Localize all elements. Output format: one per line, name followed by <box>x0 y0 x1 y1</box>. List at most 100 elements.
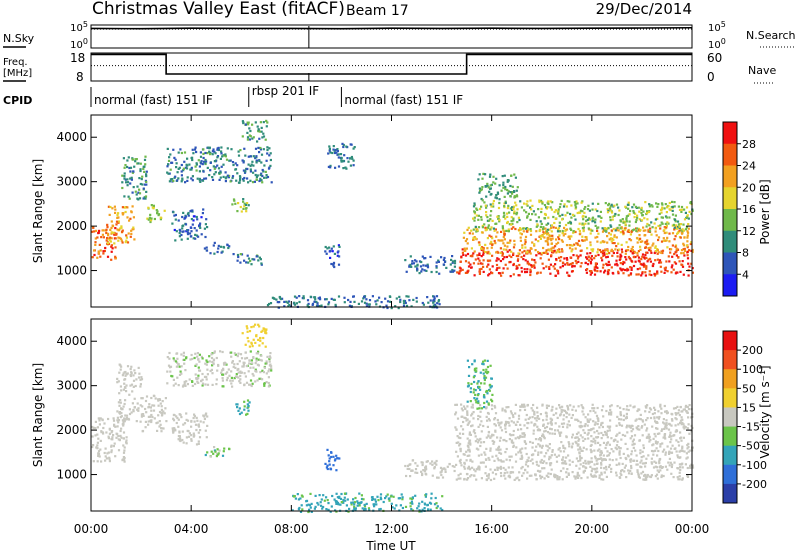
heatmap-cell <box>670 465 673 469</box>
heatmap-cell <box>188 163 191 166</box>
heatmap-cell <box>261 136 264 139</box>
heatmap-cell <box>169 153 172 156</box>
heatmap-cell <box>664 222 667 225</box>
heatmap-cell <box>678 208 682 211</box>
heatmap-cell <box>352 295 355 298</box>
heatmap-cell <box>329 249 332 252</box>
heatmap-cell <box>593 423 596 426</box>
heatmap-cell <box>629 460 632 463</box>
heatmap-cell <box>579 265 582 268</box>
heatmap-cell <box>494 429 497 432</box>
heatmap-cell <box>137 191 140 194</box>
heatmap-cell <box>486 182 489 185</box>
heatmap-cell <box>181 430 184 433</box>
heatmap-cell <box>461 428 465 431</box>
heatmap-cell <box>648 437 651 440</box>
freq-tick-bottom: 8 <box>76 70 84 84</box>
heatmap-cell <box>677 256 680 259</box>
heatmap-cell <box>634 212 637 215</box>
heatmap-cell <box>593 407 596 410</box>
heatmap-cell <box>594 471 597 474</box>
heatmap-cell <box>617 446 620 449</box>
x-tick-label: 00:00 <box>675 522 710 536</box>
power-colorbar-tick-label: 28 <box>742 138 756 151</box>
heatmap-cell <box>234 366 237 369</box>
heatmap-cell <box>586 476 589 479</box>
heatmap-cell <box>414 462 417 465</box>
heatmap-cell <box>135 420 138 423</box>
heatmap-cell <box>644 478 647 481</box>
heatmap-cell <box>320 304 323 307</box>
heatmap-cell <box>508 438 511 441</box>
heatmap-cell <box>201 382 205 385</box>
heatmap-cell <box>343 296 346 299</box>
heatmap-cell <box>121 374 124 377</box>
velocity-colorbar-swatch <box>723 426 737 447</box>
heatmap-cell <box>213 252 216 255</box>
heatmap-cell <box>415 296 418 300</box>
heatmap-cell <box>604 458 607 461</box>
heatmap-cell <box>217 148 220 152</box>
heatmap-cell <box>655 461 658 464</box>
heatmap-cell <box>93 230 96 233</box>
heatmap-cell <box>475 214 478 217</box>
heatmap-cell <box>484 376 488 379</box>
heatmap-cell <box>526 200 529 203</box>
heatmap-cell <box>484 458 488 461</box>
heatmap-cell <box>585 219 588 222</box>
heatmap-cell <box>213 173 216 176</box>
heatmap-cell <box>216 250 219 254</box>
heatmap-cell <box>239 205 242 209</box>
heatmap-cell <box>683 247 686 250</box>
heatmap-cell <box>204 383 207 386</box>
heatmap-cell <box>139 182 142 186</box>
heatmap-cell <box>335 510 338 513</box>
heatmap-cell <box>652 466 656 469</box>
heatmap-cell <box>518 450 522 453</box>
heatmap-cell <box>418 510 421 513</box>
heatmap-cell <box>407 295 410 298</box>
heatmap-cell <box>606 235 609 238</box>
heatmap-cell <box>206 360 209 364</box>
heatmap-cell <box>568 244 571 247</box>
heatmap-cell <box>322 505 325 509</box>
heatmap-cell <box>141 429 145 433</box>
heatmap-cell <box>494 182 497 185</box>
heatmap-cell <box>373 503 376 506</box>
heatmap-cell <box>673 226 676 229</box>
heatmap-cell <box>477 401 480 405</box>
heatmap-cell <box>661 216 664 219</box>
heatmap-cell <box>580 477 583 480</box>
heatmap-cell <box>680 252 683 255</box>
heatmap-cell <box>663 231 666 235</box>
heatmap-cell <box>664 410 667 413</box>
heatmap-cell <box>421 473 424 477</box>
heatmap-cell <box>240 411 243 414</box>
heatmap-cell <box>168 180 171 183</box>
heatmap-cell <box>639 449 642 452</box>
heatmap-cell <box>625 408 628 411</box>
heatmap-cell <box>632 406 635 409</box>
heatmap-cell <box>561 265 564 268</box>
heatmap-cell <box>597 215 600 218</box>
heatmap-cell <box>570 228 573 231</box>
heatmap-cell <box>602 263 605 266</box>
heatmap-cell <box>489 184 492 187</box>
heatmap-cell <box>644 465 647 468</box>
heatmap-cell <box>688 265 691 268</box>
heatmap-cell <box>676 248 680 251</box>
heatmap-cell <box>533 243 536 246</box>
heatmap-cell <box>683 408 686 411</box>
series-line-freq <box>91 53 692 75</box>
heatmap-cell <box>465 459 468 462</box>
heatmap-cell <box>224 180 227 183</box>
heatmap-cell <box>229 180 232 183</box>
heatmap-cell <box>499 467 502 470</box>
heatmap-cell <box>459 450 462 453</box>
heatmap-cell <box>513 478 516 481</box>
heatmap-cell <box>150 420 153 424</box>
heatmap-cell <box>110 258 113 261</box>
heatmap-cell <box>168 156 171 159</box>
heatmap-cell <box>566 271 569 274</box>
heatmap-cell <box>391 506 394 509</box>
